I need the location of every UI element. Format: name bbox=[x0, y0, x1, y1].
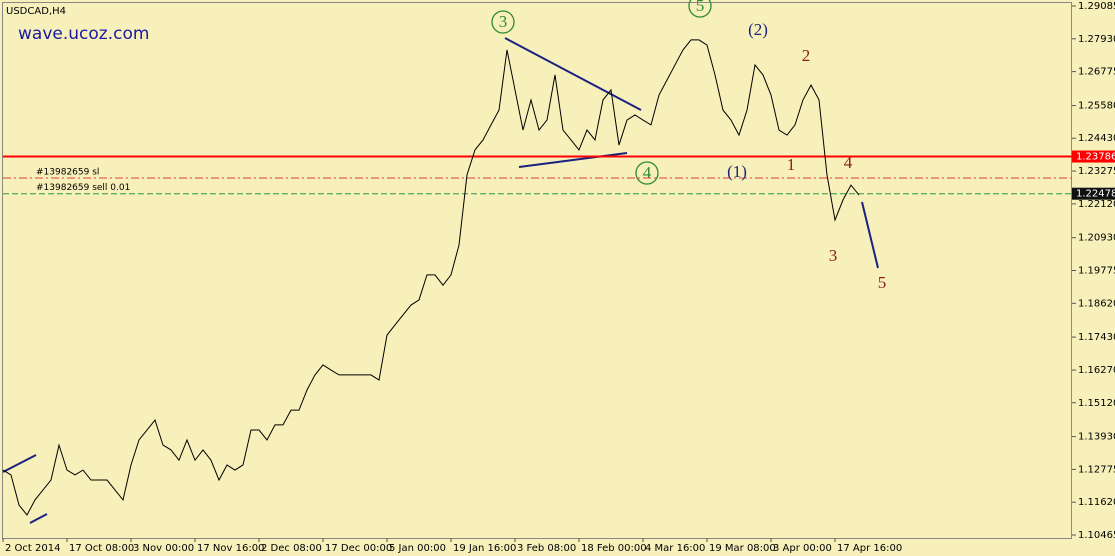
chart-title: USDCAD,H4 bbox=[6, 6, 66, 17]
x-tick-label: 19 Mar 08:00 bbox=[709, 543, 776, 554]
watermark: wave.ucoz.com bbox=[18, 24, 149, 44]
wave-circle bbox=[635, 161, 659, 185]
wave-label: 5 bbox=[878, 273, 887, 292]
y-tick-label: 1.19775 bbox=[1078, 266, 1115, 277]
y-tick-label: 1.25580 bbox=[1078, 101, 1115, 112]
wave-label: 4 bbox=[643, 163, 652, 182]
y-tick-label: 1.26775 bbox=[1078, 67, 1115, 78]
x-tick-label: 3 Apr 00:00 bbox=[773, 543, 832, 554]
x-tick-label: 17 Dec 00:00 bbox=[325, 543, 392, 554]
wave-label: 2 bbox=[802, 46, 811, 65]
x-tick-label: 17 Oct 08:00 bbox=[69, 543, 134, 554]
price-box-label: 1.22478 bbox=[1076, 189, 1115, 200]
y-tick-label: 1.16270 bbox=[1078, 365, 1115, 376]
price-box bbox=[1072, 150, 1115, 163]
wave-label: 3 bbox=[499, 12, 508, 31]
wave-label: 5 bbox=[696, 0, 705, 15]
trend-line bbox=[29, 513, 48, 524]
price-line bbox=[2, 39, 860, 516]
y-tick-label: 1.13930 bbox=[1078, 432, 1115, 443]
plot-frame bbox=[2, 2, 1072, 539]
x-tick-label: 5 Jan 00:00 bbox=[389, 543, 446, 554]
y-tick-label: 1.23275 bbox=[1078, 166, 1115, 177]
wave-circle bbox=[688, 0, 712, 18]
x-tick-label: 18 Feb 00:00 bbox=[581, 543, 647, 554]
y-tick-label: 1.24430 bbox=[1078, 133, 1115, 144]
wave-circle bbox=[491, 10, 515, 34]
wave-label: (1) bbox=[727, 162, 747, 181]
y-tick-label: 1.27930 bbox=[1078, 34, 1115, 45]
trend-line bbox=[518, 152, 628, 168]
x-tick-label: 17 Nov 16:00 bbox=[197, 543, 264, 554]
wave-label: 1 bbox=[787, 155, 796, 174]
wave-label: 4 bbox=[844, 153, 853, 172]
x-tick-label: 4 Mar 16:00 bbox=[645, 543, 705, 554]
y-tick-label: 1.15120 bbox=[1078, 398, 1115, 409]
x-tick-label: 2 Oct 2014 bbox=[5, 543, 60, 554]
y-tick-label: 1.29085 bbox=[1078, 1, 1115, 12]
trend-line bbox=[2, 454, 37, 473]
x-tick-label: 19 Jan 16:00 bbox=[453, 543, 516, 554]
x-tick-label: 17 Apr 16:00 bbox=[837, 543, 902, 554]
price-box-label: 1.23786 bbox=[1076, 152, 1115, 163]
x-tick-label: 3 Nov 00:00 bbox=[133, 543, 194, 554]
level-label: #13982659 sl bbox=[36, 168, 99, 178]
y-tick-label: 1.17430 bbox=[1078, 332, 1115, 343]
wave-label: (2) bbox=[748, 20, 768, 39]
wave-lines bbox=[2, 37, 879, 524]
trend-line bbox=[504, 37, 642, 111]
wave-label: 3 bbox=[829, 246, 838, 265]
y-tick-label: 1.22120 bbox=[1078, 199, 1115, 210]
x-tick-label: 2 Dec 08:00 bbox=[261, 543, 322, 554]
y-tick-label: 1.20930 bbox=[1078, 233, 1115, 244]
y-tick-label: 1.11620 bbox=[1078, 497, 1115, 508]
price-box bbox=[1072, 187, 1115, 200]
x-tick-label: 3 Feb 08:00 bbox=[517, 543, 576, 554]
level-label: #13982659 sell 0.01 bbox=[36, 183, 130, 193]
y-tick-label: 1.12775 bbox=[1078, 464, 1115, 475]
trend-line bbox=[861, 201, 879, 269]
y-tick-label: 1.18620 bbox=[1078, 298, 1115, 309]
y-tick-label: 1.10465 bbox=[1078, 530, 1115, 541]
